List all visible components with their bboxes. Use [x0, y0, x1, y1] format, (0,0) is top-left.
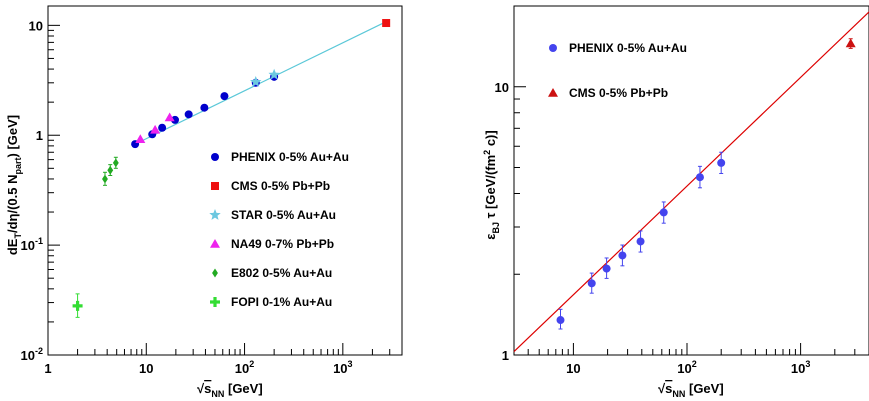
data-point-phenix-0-5-au-au [200, 103, 209, 112]
x-tick-label: 10 [139, 361, 153, 376]
legend-marker-e802-0-5-au-au [212, 268, 218, 278]
fit-line [134, 21, 387, 145]
data-point-phenix-0-5-au-au [170, 115, 179, 124]
data-point-star-0-5-au-au [268, 68, 280, 80]
x-axis-label: √sNN [GeV] [658, 381, 724, 399]
y-axis-label: dET/dη/(0.5 Npart) [GeV] [5, 115, 23, 255]
y-tick-label: 1 [36, 128, 43, 143]
data-point-phenix-0-5-au-au [184, 110, 193, 119]
legend-marker-phenix-0-5-au-au [211, 153, 219, 161]
data-point-phenix-0-5-au-au [158, 123, 167, 132]
data-point-phenix-0-5-au-au [602, 264, 611, 273]
legend-label-phenix-0-5-au-au: PHENIX 0-5% Au+Au [569, 41, 687, 55]
data-point-star-0-5-au-au [250, 76, 262, 87]
right-chart-panel: 10 102 103 1 10 PHENIX 0-5% Au+Au CMS 0-5% Pb+… [482, 5, 869, 399]
legend-label-e802-0-5-au-au: E802 0-5% Au+Au [231, 266, 332, 280]
data-point-phenix-0-5-au-au [695, 173, 704, 182]
data-point-phenix-0-5-au-au [220, 92, 229, 101]
y-tick-label: 10 [29, 18, 43, 33]
data-point-na49-0-7-pb-pb [135, 134, 146, 143]
plot-frame [513, 5, 869, 356]
data-point-cms-0-5-pb-pb [845, 38, 856, 48]
legend-label-fopi-0-1-au-au: FOPI 0-1% Au+Au [231, 295, 332, 309]
data-point-phenix-0-5-au-au [618, 251, 627, 260]
x-tick-label: 102 [677, 359, 696, 376]
x-tick-label: 10 [566, 361, 580, 376]
y-axis-label: εBJ τ [GeV/(fm2 c)] [482, 130, 501, 239]
y-tick-label: 10-2 [21, 346, 43, 363]
x-tick-label: 1 [44, 361, 51, 376]
data-point-na49-0-7-pb-pb [150, 124, 161, 134]
fit-line [513, 11, 869, 352]
x-axis-label: √sNN [GeV] [197, 381, 263, 399]
left-chart-panel: 1 10 102 103 10-2 10-1 1 10 PHENIX 0-5% Au+Au CMS… [5, 5, 403, 399]
data-point-phenix-0-5-au-au [717, 158, 726, 167]
legend-label-star-0-5-au-au: STAR 0-5% Au+Au [231, 208, 336, 222]
legend-label-na49-0-7-pb-pb: NA49 0-7% Pb+Pb [231, 237, 334, 251]
data-point-phenix-0-5-au-au [659, 208, 668, 217]
data-point-e802-0-5-au-au [107, 165, 114, 175]
data-point-cms-0-5-pb-pb [382, 19, 391, 28]
y-tick-label: 10-1 [21, 236, 43, 253]
data-point-phenix-0-5-au-au [556, 316, 565, 325]
legend-marker-na49-0-7-pb-pb [210, 239, 220, 248]
data-point-e802-0-5-au-au [102, 174, 108, 184]
y-tick-label: 1 [502, 348, 509, 363]
legend-label-phenix-0-5-au-au: PHENIX 0-5% Au+Au [231, 150, 349, 164]
legend-marker-cms-0-5-pb-pb [548, 88, 558, 97]
legend-marker-phenix-0-5-au-au [549, 44, 557, 52]
legend-label-cms-0-5-pb-pb: CMS 0-5% Pb+Pb [231, 179, 330, 193]
legend-marker-cms-0-5-pb-pb [211, 182, 219, 190]
data-point-phenix-0-5-au-au [587, 279, 596, 288]
data-point-phenix-0-5-au-au [636, 237, 645, 246]
plot-frame [47, 5, 403, 356]
x-tick-label: 103 [333, 359, 352, 376]
legend-marker-star-0-5-au-au [209, 209, 221, 220]
x-tick-label: 103 [791, 359, 810, 376]
legend-label-cms-0-5-pb-pb: CMS 0-5% Pb+Pb [569, 86, 668, 100]
data-point-fopi-0-1-au-au [72, 300, 83, 311]
y-tick-label: 10 [495, 80, 509, 95]
legend-marker-fopi-0-1-au-au [210, 297, 220, 307]
data-point-e802-0-5-au-au [112, 158, 119, 168]
data-point-na49-0-7-pb-pb [164, 112, 175, 122]
x-tick-label: 102 [235, 359, 254, 376]
